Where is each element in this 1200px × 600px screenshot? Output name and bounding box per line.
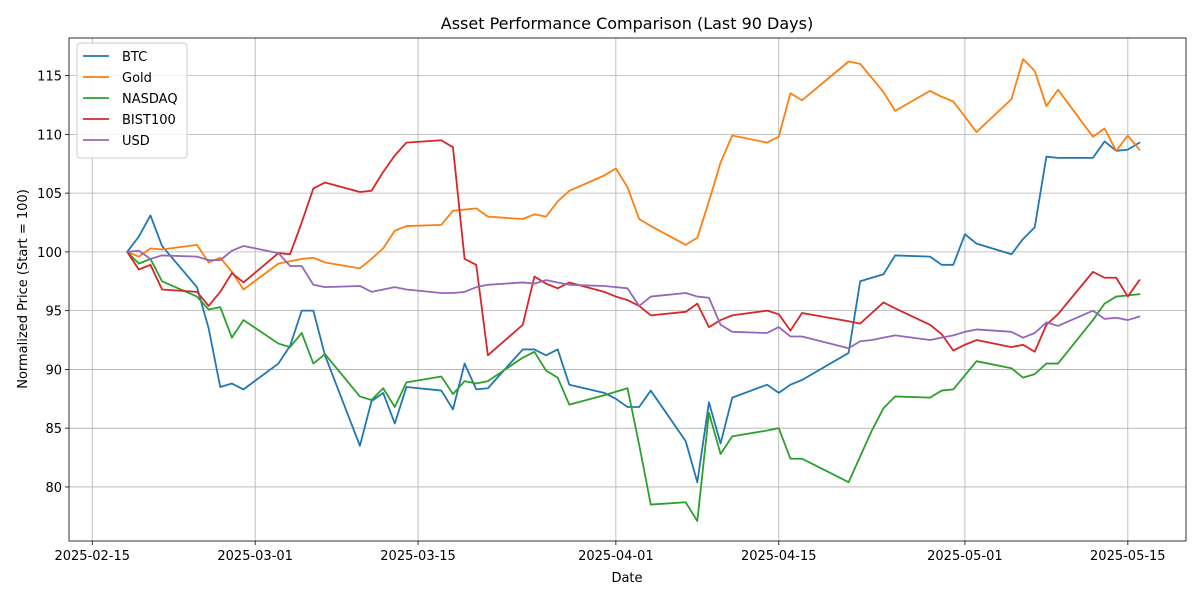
x-tick-label: 2025-05-15: [1090, 549, 1166, 564]
y-tick-label: 90: [45, 363, 62, 378]
series-line-nasdaq: [126, 250, 1141, 522]
series-line-bist100: [126, 139, 1141, 357]
y-axis-title: Normalized Price (Start = 100): [16, 189, 31, 389]
series-line-usd: [126, 245, 1141, 350]
y-tick-label: 80: [45, 481, 62, 496]
y-tick-label: 100: [37, 246, 62, 261]
x-tick-label: 2025-03-15: [380, 549, 456, 564]
chart-title: Asset Performance Comparison (Last 90 Da…: [441, 14, 813, 33]
series-line-btc: [126, 140, 1141, 484]
x-tick-label: 2025-03-01: [217, 549, 293, 564]
y-tick-label: 85: [45, 422, 62, 437]
x-axis-ticks: 2025-02-15 2025-03-01 2025-03-15 2025-04-01…: [54, 541, 1166, 564]
legend-label-nasdaq: NASDAQ: [122, 92, 178, 107]
legend-box: [76, 42, 188, 159]
y-tick-label: 95: [45, 305, 62, 320]
series-lines: [126, 58, 1141, 522]
legend: BTC Gold NASDAQ BIST100 USD: [76, 42, 188, 159]
legend-label-bist100: BIST100: [122, 113, 176, 128]
x-axis-title: Date: [611, 571, 642, 586]
legend-label-btc: BTC: [122, 50, 147, 65]
y-axis-ticks: 80 85 90 95 100 105 110 115: [37, 70, 69, 496]
x-tick-label: 2025-02-15: [54, 549, 130, 564]
plot-frame: [68, 37, 1187, 542]
y-tick-label: 115: [37, 70, 62, 85]
x-tick-label: 2025-05-01: [927, 549, 1003, 564]
x-tick-label: 2025-04-15: [741, 549, 817, 564]
legend-label-usd: USD: [122, 134, 150, 149]
legend-label-gold: Gold: [122, 71, 152, 86]
series-line-gold: [126, 58, 1141, 291]
x-tick-label: 2025-04-01: [578, 549, 654, 564]
y-tick-label: 105: [37, 187, 62, 202]
grid-lines: [69, 38, 1186, 541]
y-tick-label: 110: [37, 128, 62, 143]
